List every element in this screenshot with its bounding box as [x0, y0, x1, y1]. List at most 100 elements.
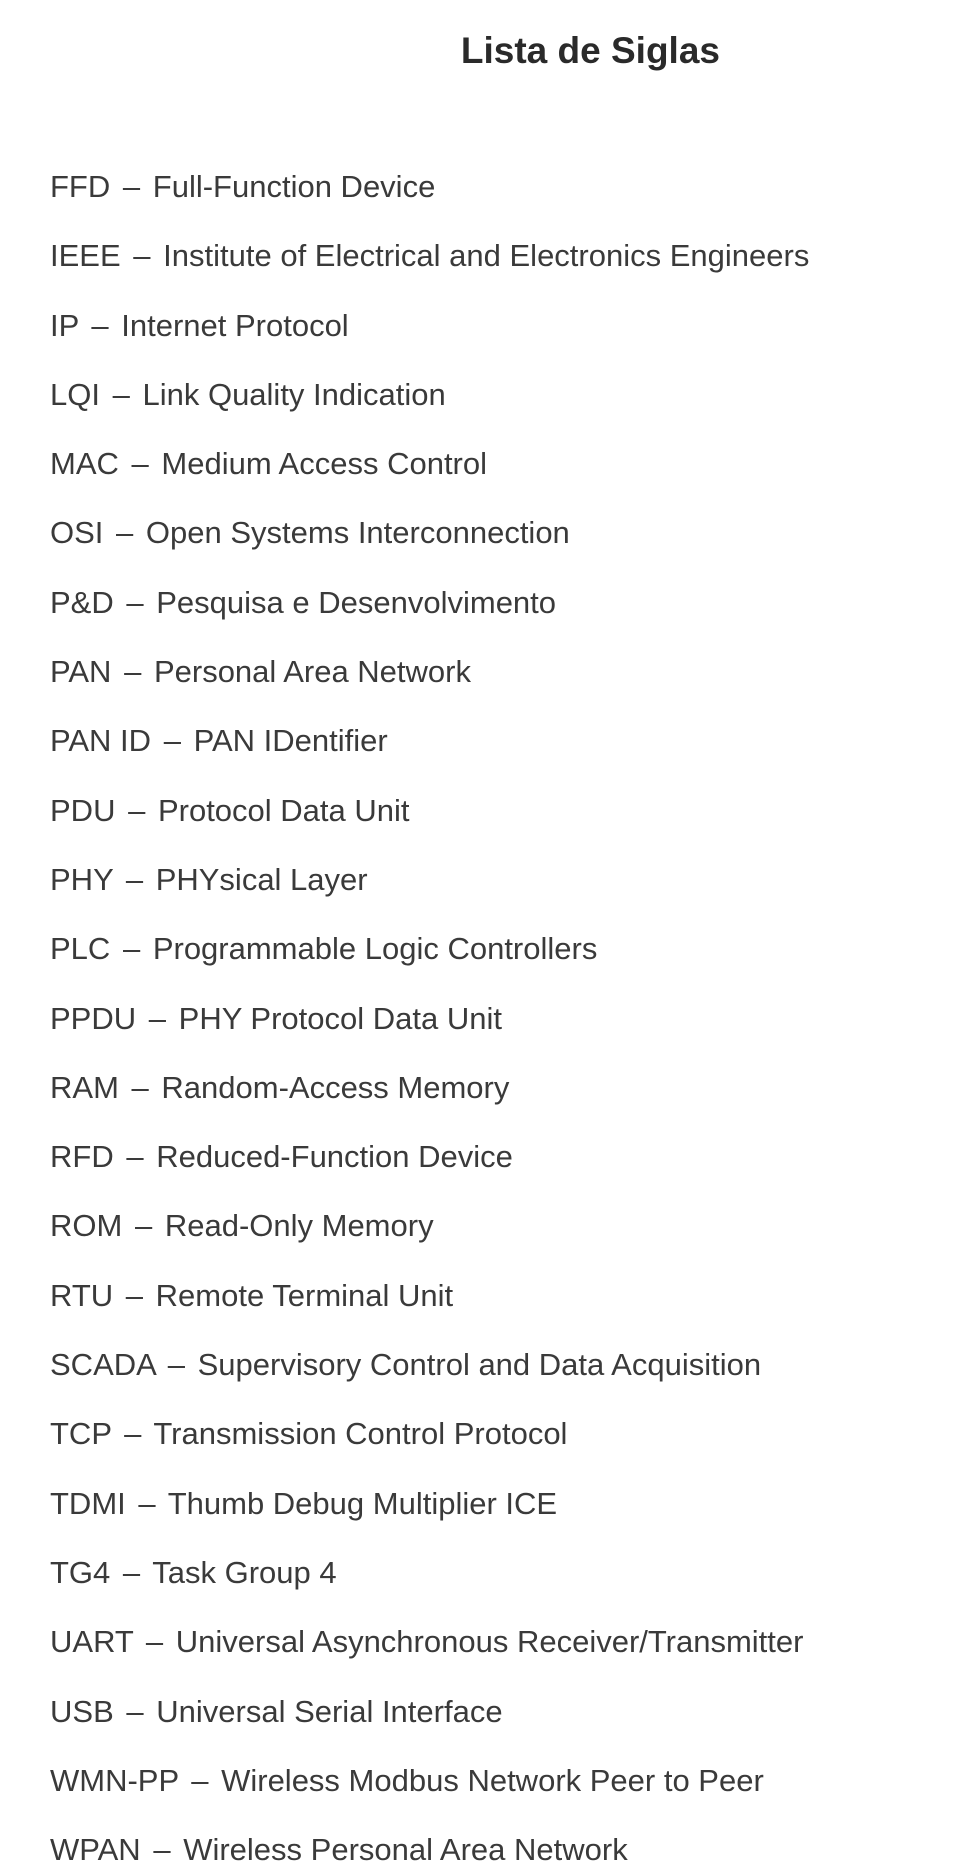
separator-dash: –: [91, 308, 108, 343]
abbreviation-entry: TDMI – Thumb Debug Multiplier ICE: [50, 1484, 900, 1524]
abbreviation-entry: PLC – Programmable Logic Controllers: [50, 929, 900, 969]
abbreviation: ROM: [50, 1208, 122, 1243]
abbreviation-entry: IP – Internet Protocol: [50, 306, 900, 346]
abbreviation: PPDU: [50, 1001, 136, 1036]
abbreviation-entry: TG4 – Task Group 4: [50, 1553, 900, 1593]
abbreviation-entry: WMN-PP – Wireless Modbus Network Peer to…: [50, 1761, 900, 1801]
separator-dash: –: [123, 1555, 140, 1590]
definition: Protocol Data Unit: [158, 793, 410, 828]
definition: Open Systems Interconnection: [146, 515, 570, 550]
abbreviation: PHY: [50, 862, 113, 897]
abbreviation-entry: RFD – Reduced-Function Device: [50, 1137, 900, 1177]
separator-dash: –: [149, 1001, 166, 1036]
abbreviation: RTU: [50, 1278, 113, 1313]
abbreviation-entry: PPDU – PHY Protocol Data Unit: [50, 999, 900, 1039]
definition: Pesquisa e Desenvolvimento: [156, 585, 556, 620]
abbreviation: PLC: [50, 931, 110, 966]
separator-dash: –: [164, 723, 181, 758]
definition: Internet Protocol: [121, 308, 348, 343]
separator-dash: –: [191, 1763, 208, 1798]
abbreviation: PDU: [50, 793, 115, 828]
definition: PHYsical Layer: [156, 862, 368, 897]
abbreviation: MAC: [50, 446, 119, 481]
abbreviation: P&D: [50, 585, 114, 620]
separator-dash: –: [124, 1416, 141, 1451]
abbreviation-entry: USB – Universal Serial Interface: [50, 1692, 900, 1732]
separator-dash: –: [146, 1624, 163, 1659]
separator-dash: –: [123, 931, 140, 966]
definition: Universal Asynchronous Receiver/Transmit…: [176, 1624, 804, 1659]
separator-dash: –: [126, 1278, 143, 1313]
separator-dash: –: [132, 446, 149, 481]
abbreviation-entry: LQI – Link Quality Indication: [50, 375, 900, 415]
page-title: Lista de Siglas: [50, 30, 900, 72]
abbreviation-entry: WPAN – Wireless Personal Area Network: [50, 1830, 900, 1870]
separator-dash: –: [126, 1139, 143, 1174]
abbreviation: PAN: [50, 654, 111, 689]
definition: Wireless Personal Area Network: [183, 1832, 628, 1867]
definition: Link Quality Indication: [142, 377, 445, 412]
abbreviation: TG4: [50, 1555, 110, 1590]
definition: Thumb Debug Multiplier ICE: [168, 1486, 557, 1521]
separator-dash: –: [126, 585, 143, 620]
abbreviation-entry: PHY – PHYsical Layer: [50, 860, 900, 900]
abbreviation: SCADA: [50, 1347, 155, 1382]
abbreviation: OSI: [50, 515, 103, 550]
abbreviation-entry: UART – Universal Asynchronous Receiver/T…: [50, 1622, 900, 1662]
separator-dash: –: [124, 654, 141, 689]
abbreviation: FFD: [50, 169, 110, 204]
separator-dash: –: [153, 1832, 170, 1867]
abbreviation-list: FFD – Full-Function Device IEEE – Institu…: [50, 167, 900, 1870]
definition: Supervisory Control and Data Acquisition: [198, 1347, 761, 1382]
abbreviation: IEEE: [50, 238, 121, 273]
abbreviation-entry: P&D – Pesquisa e Desenvolvimento: [50, 583, 900, 623]
definition: PAN IDentifier: [194, 723, 388, 758]
definition: Medium Access Control: [161, 446, 487, 481]
separator-dash: –: [135, 1208, 152, 1243]
abbreviation: WMN-PP: [50, 1763, 179, 1798]
abbreviation: USB: [50, 1694, 114, 1729]
abbreviation-entry: SCADA – Supervisory Control and Data Acq…: [50, 1345, 900, 1385]
separator-dash: –: [126, 862, 143, 897]
definition: Programmable Logic Controllers: [153, 931, 598, 966]
separator-dash: –: [128, 793, 145, 828]
abbreviation-entry: RTU – Remote Terminal Unit: [50, 1276, 900, 1316]
abbreviation-entry: ROM – Read-Only Memory: [50, 1206, 900, 1246]
abbreviation-entry: PAN – Personal Area Network: [50, 652, 900, 692]
definition: Task Group 4: [152, 1555, 336, 1590]
definition: Transmission Control Protocol: [153, 1416, 567, 1451]
abbreviation: TCP: [50, 1416, 111, 1451]
separator-dash: –: [133, 238, 150, 273]
definition: Read-Only Memory: [165, 1208, 434, 1243]
separator-dash: –: [138, 1486, 155, 1521]
definition: Personal Area Network: [154, 654, 471, 689]
abbreviation: WPAN: [50, 1832, 141, 1867]
separator-dash: –: [113, 377, 130, 412]
abbreviation-entry: RAM – Random-Access Memory: [50, 1068, 900, 1108]
definition: Full-Function Device: [153, 169, 436, 204]
abbreviation-entry: IEEE – Institute of Electrical and Elect…: [50, 236, 900, 276]
abbreviation-entry: FFD – Full-Function Device: [50, 167, 900, 207]
definition: Institute of Electrical and Electronics …: [163, 238, 809, 273]
abbreviation-entry: PAN ID – PAN IDentifier: [50, 721, 900, 761]
abbreviation: LQI: [50, 377, 100, 412]
abbreviation: UART: [50, 1624, 133, 1659]
abbreviation-entry: OSI – Open Systems Interconnection: [50, 513, 900, 553]
abbreviation-entry: TCP – Transmission Control Protocol: [50, 1414, 900, 1454]
abbreviation-entry: MAC – Medium Access Control: [50, 444, 900, 484]
abbreviation: PAN ID: [50, 723, 151, 758]
abbreviation-entry: PDU – Protocol Data Unit: [50, 791, 900, 831]
separator-dash: –: [132, 1070, 149, 1105]
definition: Remote Terminal Unit: [156, 1278, 453, 1313]
separator-dash: –: [126, 1694, 143, 1729]
abbreviation: RAM: [50, 1070, 119, 1105]
definition: Universal Serial Interface: [156, 1694, 502, 1729]
abbreviation: TDMI: [50, 1486, 126, 1521]
definition: PHY Protocol Data Unit: [179, 1001, 502, 1036]
separator-dash: –: [116, 515, 133, 550]
definition: Reduced-Function Device: [156, 1139, 513, 1174]
definition: Random-Access Memory: [161, 1070, 509, 1105]
abbreviation: RFD: [50, 1139, 114, 1174]
separator-dash: –: [168, 1347, 185, 1382]
separator-dash: –: [123, 169, 140, 204]
